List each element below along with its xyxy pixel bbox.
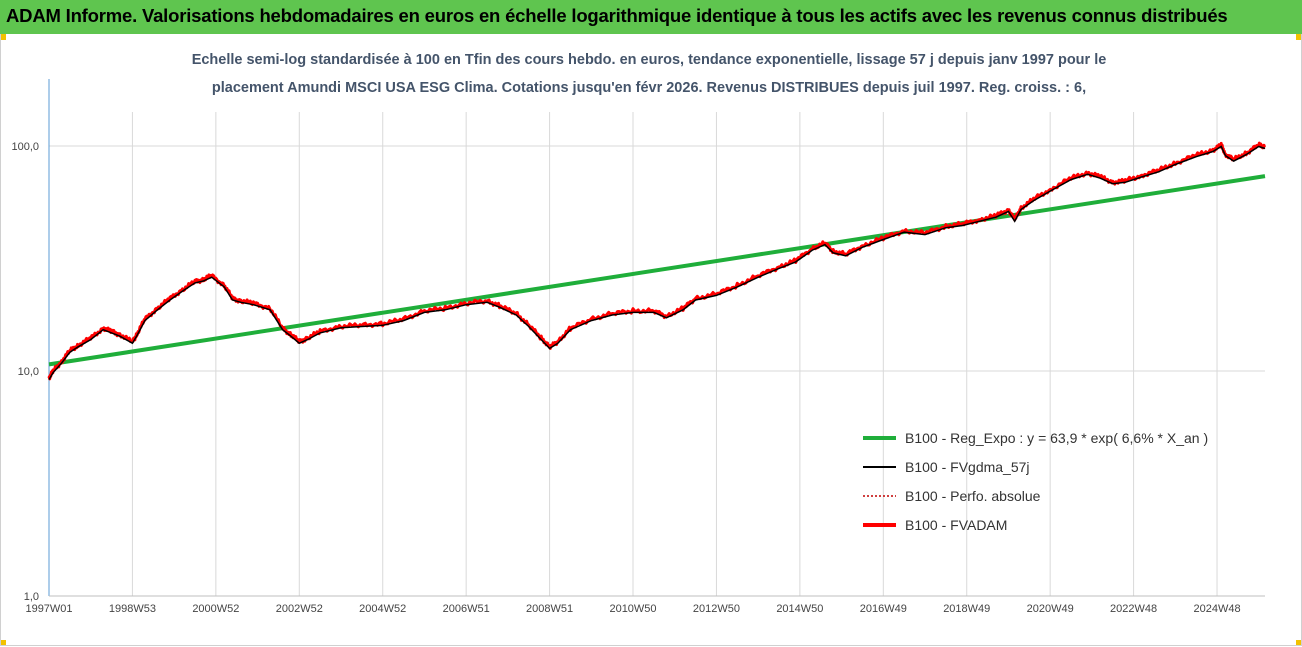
x-tick-label: 2008W51 bbox=[526, 603, 573, 615]
legend-label: B100 - Perfo. absolue bbox=[905, 488, 1041, 504]
corner-marker bbox=[0, 34, 6, 40]
y-tick-label: 1,0 bbox=[24, 591, 39, 603]
x-tick-label: 2006W51 bbox=[443, 603, 490, 615]
legend-label: B100 - FVADAM bbox=[905, 517, 1007, 533]
x-tick-label: 2010W50 bbox=[609, 603, 656, 615]
banner bbox=[0, 0, 1302, 34]
chart-frame: Echelle semi-log standardisée à 100 en T… bbox=[0, 34, 1302, 646]
x-tick-label: 2012W50 bbox=[693, 603, 740, 615]
series-line-perfo bbox=[48, 144, 1266, 379]
chart-subtitle-line-2: placement Amundi MSCI USA ESG Clima. Cot… bbox=[212, 80, 1086, 96]
x-tick-label: 2022W48 bbox=[1110, 603, 1157, 615]
x-tick-label: 1998W53 bbox=[109, 603, 156, 615]
series-layer bbox=[47, 141, 1266, 381]
chart-svg: Echelle semi-log standardisée à 100 en T… bbox=[11, 52, 1266, 615]
x-tick-label: 2018W49 bbox=[943, 603, 990, 615]
corner-marker bbox=[1296, 640, 1302, 646]
x-tick-label: 2004W52 bbox=[359, 603, 406, 615]
series-line-reg-expo bbox=[48, 174, 1266, 367]
grid-layer bbox=[49, 112, 1265, 596]
x-tick-label: 2000W52 bbox=[192, 603, 239, 615]
legend: B100 - Reg_Expo : y = 63,9 * exp( 6,6% *… bbox=[863, 430, 1208, 533]
x-tick-label: 1997W01 bbox=[25, 603, 72, 615]
y-tick-label: 100,0 bbox=[11, 141, 39, 153]
y-tick-label: 10,0 bbox=[18, 366, 39, 378]
corner-marker bbox=[1296, 34, 1302, 40]
legend-label: B100 - Reg_Expo : y = 63,9 * exp( 6,6% *… bbox=[905, 430, 1208, 446]
series-line-fvgdma bbox=[48, 145, 1266, 380]
x-tick-label: 2002W52 bbox=[276, 603, 323, 615]
x-tick-label: 2024W48 bbox=[1193, 603, 1240, 615]
legend-label: B100 - FVgdma_57j bbox=[905, 459, 1030, 475]
x-tick-label: 2016W49 bbox=[860, 603, 907, 615]
series-line-fvadam bbox=[47, 141, 1266, 381]
banner-title: ADAM Informe. Valorisations hebdomadaire… bbox=[6, 5, 1228, 26]
x-tick-label: 2020W49 bbox=[1027, 603, 1074, 615]
corner-marker bbox=[0, 640, 6, 646]
x-tick-label: 2014W50 bbox=[776, 603, 823, 615]
chart-subtitle-line-1: Echelle semi-log standardisée à 100 en T… bbox=[192, 52, 1107, 68]
